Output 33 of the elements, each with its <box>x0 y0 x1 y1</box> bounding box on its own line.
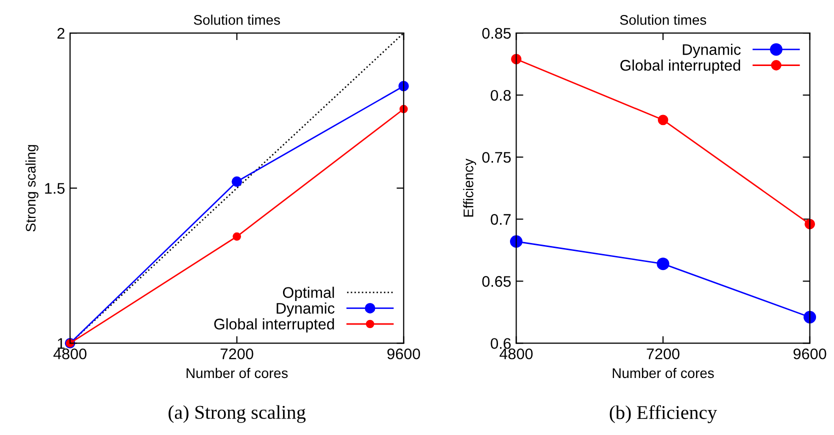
x-axis-title: Number of cores <box>612 368 714 378</box>
y-tick-label: 0.65 <box>482 276 511 287</box>
x-tick-label: 4800 <box>500 348 533 360</box>
legend-label: Optimal <box>282 286 334 301</box>
chart-title: Solution times <box>194 14 280 25</box>
y-axis-title: Strong scaling <box>25 145 38 232</box>
y-tick-label: 0.75 <box>482 152 511 163</box>
x-tick-label: 7200 <box>220 348 254 360</box>
x-tick-label: 9600 <box>794 348 826 360</box>
y-tick-label: 1.5 <box>45 183 65 194</box>
legend-label: Dynamic <box>682 44 741 58</box>
y-tick-label: 0.8 <box>490 90 511 101</box>
point <box>658 114 668 126</box>
y-axis-title: Efficiency <box>463 158 476 217</box>
legend-label: Global interrupted <box>620 60 740 74</box>
point <box>656 258 670 270</box>
legend-label: Global interrupted <box>214 318 334 333</box>
legend-label: Dynamic <box>276 302 335 317</box>
y-tick-label: 0.7 <box>490 214 511 225</box>
point <box>232 232 242 241</box>
x-tick-label: 9600 <box>387 348 420 360</box>
text: (a) Strong scaling <box>168 405 306 423</box>
y-tick-label: 2 <box>57 28 64 39</box>
text: (b) Efficiency <box>610 405 718 424</box>
x-axis-title: Number of cores <box>186 368 288 378</box>
chart-title: Solution times <box>620 14 706 25</box>
point <box>804 310 816 324</box>
x-tick-label: 4800 <box>53 348 86 360</box>
y-tick-label: 0.6 <box>490 338 511 349</box>
x-tick-label: 7200 <box>646 348 680 360</box>
y-tick-label: 1 <box>58 338 64 349</box>
y-tick-label: 0.85 <box>482 28 511 39</box>
point <box>232 176 242 187</box>
